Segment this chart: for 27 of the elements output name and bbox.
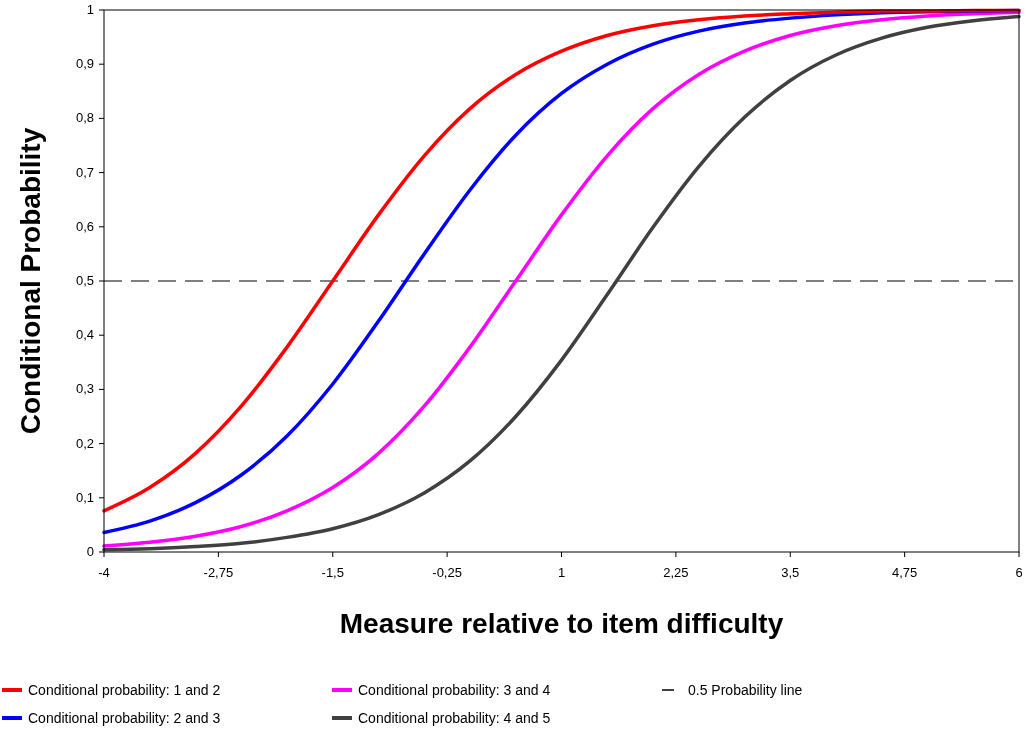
y-tick-label: 0,5 — [75, 273, 94, 288]
legend-label: Conditional probability: 1 and 2 — [28, 682, 221, 698]
legend-label: Conditional probability: 2 and 3 — [28, 710, 221, 726]
legend-label: 0.5 Probability line — [688, 682, 803, 698]
x-axis-title: Measure relative to item difficulty — [339, 608, 784, 639]
legend-label: Conditional probability: 3 and 4 — [358, 682, 551, 698]
y-tick-label: 0,3 — [75, 381, 94, 397]
x-tick-label: -1,5 — [321, 565, 344, 580]
y-axis-title: Conditional Probability — [15, 127, 46, 435]
y-tick-label: 0,9 — [75, 56, 94, 72]
y-tick-label: 0,2 — [75, 435, 94, 451]
y-tick-label: 0 — [86, 544, 94, 559]
x-tick-label: 4,75 — [891, 565, 918, 580]
y-tick-label: 0,7 — [75, 164, 94, 180]
x-tick-label: -2,75 — [203, 565, 234, 580]
y-tick-label: 0,6 — [75, 218, 94, 234]
x-tick-label: 3,5 — [781, 565, 800, 580]
y-tick-label: 1 — [86, 2, 94, 17]
y-tick-label: 0,1 — [75, 489, 94, 505]
x-tick-label: -0,25 — [432, 565, 462, 580]
x-tick-label: 2,25 — [663, 565, 689, 580]
y-tick-label: 0,8 — [75, 110, 94, 126]
legend-label: Conditional probability: 4 and 5 — [358, 710, 551, 726]
x-tick-label: -4 — [98, 565, 110, 580]
x-tick-label: 1 — [557, 565, 566, 580]
x-tick-label: 6 — [1015, 565, 1023, 580]
y-tick-label: 0,4 — [75, 327, 94, 343]
